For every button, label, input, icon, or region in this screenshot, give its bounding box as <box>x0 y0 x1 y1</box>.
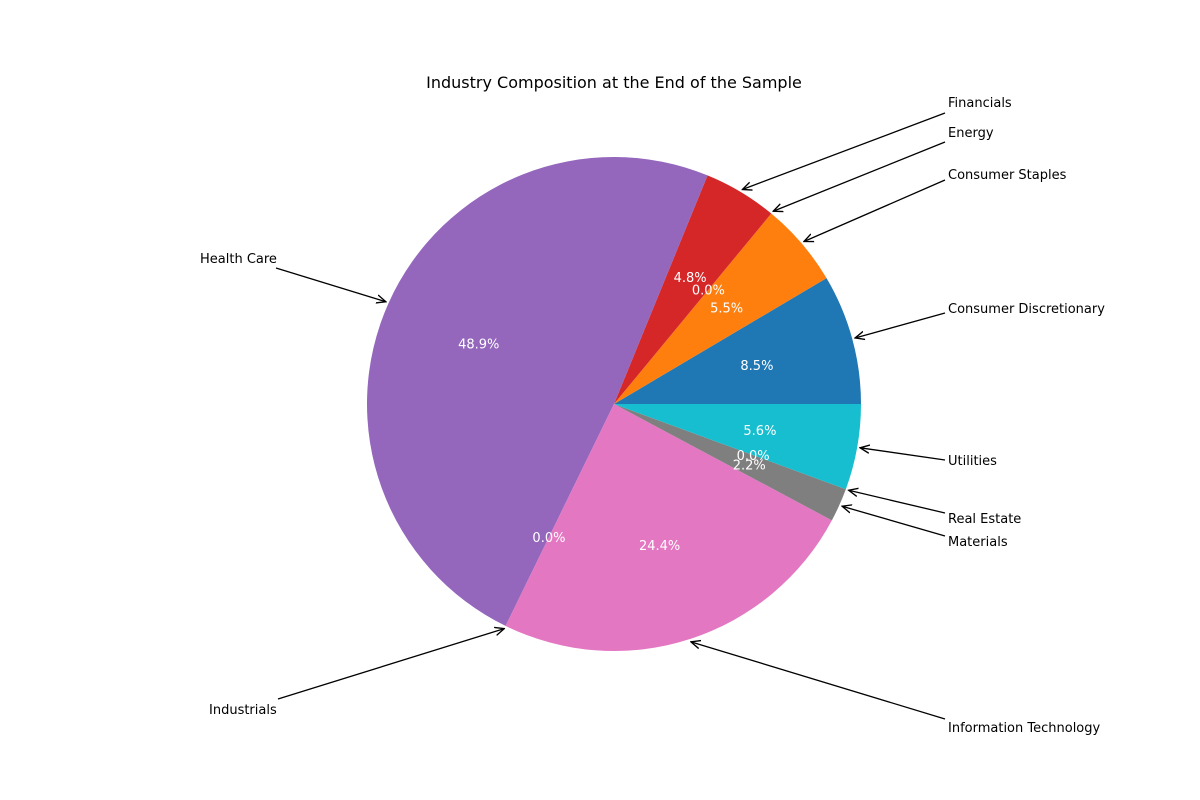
arrow-health-care <box>275 267 386 302</box>
chart-title: Industry Composition at the End of the S… <box>426 73 802 92</box>
arrow-information-technology <box>691 642 946 720</box>
slice-health-care <box>366 156 708 626</box>
pct-label-real-estate: 0.0% <box>737 449 770 464</box>
annotation-consumer-staples: Consumer Staples <box>948 168 1067 183</box>
pct-label-materials: 2.2% <box>733 459 766 474</box>
pct-label-industrials: 0.0% <box>532 531 565 546</box>
annotation-materials: Materials <box>948 535 1008 550</box>
pct-label-energy: 0.0% <box>692 284 725 299</box>
arrow-real-estate <box>849 490 946 514</box>
annotation-utilities: Utilities <box>948 454 997 469</box>
pct-label-health-care: 48.9% <box>458 337 499 352</box>
annotation-information-technology: Information Technology <box>948 721 1101 736</box>
arrow-utilities <box>860 448 946 461</box>
pct-label-utilities: 5.6% <box>743 424 776 439</box>
arrow-energy <box>773 141 946 211</box>
slice-consumer-discretionary <box>614 278 861 404</box>
pie-slices <box>366 156 861 652</box>
pct-label-financials: 4.8% <box>674 271 707 286</box>
annotation-arrows <box>275 112 946 720</box>
slice-information-technology <box>505 404 832 652</box>
slice-financials <box>614 175 772 404</box>
pct-label-consumer-discretionary: 8.5% <box>740 359 773 374</box>
annotation-industrials: Industrials <box>209 703 277 718</box>
arrow-financials <box>742 112 946 189</box>
annotation-labels: Consumer Discretionary Consumer Staples En… <box>200 96 1105 736</box>
annotation-real-estate: Real Estate <box>948 512 1021 527</box>
arrow-materials <box>842 506 946 537</box>
arrow-industrials <box>277 629 504 700</box>
arrow-consumer-discretionary <box>855 312 946 338</box>
arrow-consumer-staples <box>804 179 946 242</box>
percent-labels: 8.5%5.5%0.0%4.8%48.9%0.0%24.4%2.2%0.0%5.… <box>458 271 776 554</box>
slice-materials <box>614 404 846 521</box>
annotation-consumer-discretionary: Consumer Discretionary <box>948 302 1105 317</box>
slice-utilities <box>614 404 861 490</box>
slice-consumer-staples <box>614 213 827 404</box>
pct-label-information-technology: 24.4% <box>639 539 680 554</box>
pct-label-consumer-staples: 5.5% <box>710 302 743 317</box>
annotation-energy: Energy <box>948 126 994 141</box>
annotation-health-care: Health Care <box>200 252 277 267</box>
annotation-financials: Financials <box>948 96 1012 111</box>
